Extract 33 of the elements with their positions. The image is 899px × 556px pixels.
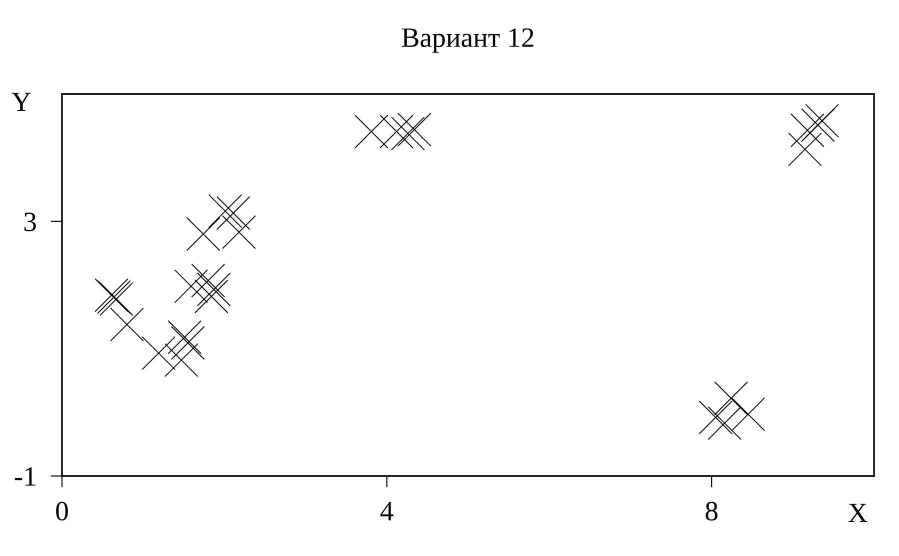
point xyxy=(142,336,176,370)
point xyxy=(216,196,250,230)
y-axis-title: Y xyxy=(12,92,31,112)
chart-title: Вариант 12 xyxy=(402,28,534,53)
x-tick-label: 4 xyxy=(380,502,394,520)
point xyxy=(354,114,388,148)
point xyxy=(164,343,198,378)
point xyxy=(196,272,231,306)
point xyxy=(208,194,242,228)
x-tick-label: 0 xyxy=(56,502,68,521)
point xyxy=(805,104,839,138)
point xyxy=(714,381,748,416)
point xyxy=(731,397,766,432)
point xyxy=(191,264,226,298)
x-axis-title: X xyxy=(848,504,868,522)
point xyxy=(186,217,220,251)
point xyxy=(698,400,733,434)
point xyxy=(110,308,144,342)
point xyxy=(174,269,208,304)
point xyxy=(222,215,256,250)
point xyxy=(380,114,414,148)
point xyxy=(790,113,824,148)
y-tick-label: -1 xyxy=(14,467,36,486)
point xyxy=(801,108,835,142)
point xyxy=(194,280,228,314)
point xyxy=(170,326,205,360)
y-tick-label: 3 xyxy=(24,212,36,232)
point xyxy=(168,320,202,354)
point xyxy=(708,406,742,440)
x-tick-label: 8 xyxy=(706,502,718,521)
point xyxy=(397,112,432,147)
point xyxy=(390,116,425,150)
point xyxy=(788,132,822,166)
